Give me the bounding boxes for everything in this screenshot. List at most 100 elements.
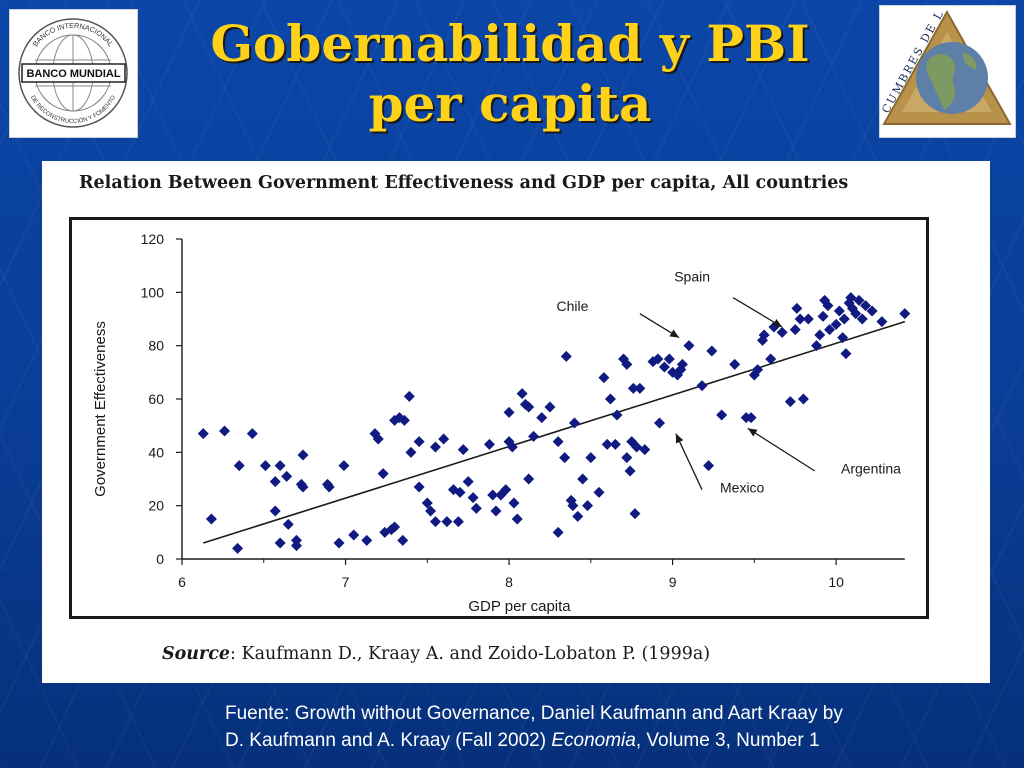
annotation-arrow xyxy=(732,297,783,328)
data-point xyxy=(398,414,410,426)
data-point xyxy=(274,537,286,549)
annotation-label: Argentina xyxy=(841,461,901,477)
data-point xyxy=(413,481,425,493)
y-tick-label: 100 xyxy=(141,284,165,300)
data-point xyxy=(866,305,878,317)
logo-label: BANCO MUNDIAL xyxy=(26,68,120,80)
data-point xyxy=(582,500,594,512)
data-point xyxy=(899,308,911,320)
cumbres-americas-logo: CUMBRES DE LAS AMÉRICAS xyxy=(873,0,1016,138)
data-point xyxy=(845,292,857,304)
data-point xyxy=(611,409,623,421)
footer-line2-post: , Volume 3, Number 1 xyxy=(635,730,820,751)
data-point xyxy=(259,460,271,472)
data-point xyxy=(219,425,231,437)
data-point xyxy=(837,332,849,344)
data-point xyxy=(817,310,829,322)
data-point xyxy=(506,441,518,453)
data-point xyxy=(197,428,209,440)
data-point xyxy=(500,484,512,496)
data-point xyxy=(654,417,666,429)
data-point xyxy=(631,441,643,453)
data-point xyxy=(846,302,858,314)
data-point xyxy=(810,340,822,352)
data-point xyxy=(405,446,417,458)
y-tick-label: 0 xyxy=(156,551,164,567)
data-point xyxy=(567,500,579,512)
data-point xyxy=(503,436,515,448)
data-point xyxy=(802,313,814,325)
annotation-arrowhead xyxy=(747,428,758,437)
data-point xyxy=(703,460,715,472)
data-point xyxy=(487,489,499,501)
data-point xyxy=(745,412,757,424)
data-point xyxy=(438,433,450,445)
data-point xyxy=(706,345,718,357)
data-point xyxy=(372,433,384,445)
data-point xyxy=(819,294,831,306)
data-point xyxy=(297,449,309,461)
data-point xyxy=(559,452,571,464)
data-point xyxy=(205,513,217,525)
source-label: Source xyxy=(162,644,231,664)
data-point xyxy=(634,382,646,394)
data-point xyxy=(528,430,540,442)
data-point xyxy=(282,518,294,530)
data-point xyxy=(729,358,741,370)
annotation-arrowhead xyxy=(669,329,680,338)
data-point xyxy=(333,537,345,549)
slide-title-line2: per capita xyxy=(368,74,652,133)
data-point xyxy=(814,329,826,341)
y-tick-label: 60 xyxy=(148,391,164,407)
data-point xyxy=(490,505,502,517)
data-point xyxy=(233,460,245,472)
data-point xyxy=(604,393,616,405)
data-point xyxy=(454,486,466,498)
data-point xyxy=(274,460,286,472)
data-point xyxy=(676,358,688,370)
data-point xyxy=(323,481,335,493)
annotation-arrowhead xyxy=(772,318,783,327)
data-point xyxy=(393,412,405,424)
data-point xyxy=(425,505,437,517)
data-point xyxy=(523,473,535,485)
data-point xyxy=(552,436,564,448)
banco-mundial-logo: BANCO INTERNACIONAL DE RECONSTRUCCIÓN Y … xyxy=(9,9,138,138)
data-point xyxy=(457,444,469,456)
data-point xyxy=(850,308,862,320)
data-point xyxy=(601,438,613,450)
data-point xyxy=(297,481,309,493)
data-point xyxy=(652,353,664,365)
source-text: : Kaufmann D., Kraay A. and Zoido-Lobato… xyxy=(230,644,711,664)
data-point xyxy=(585,452,597,464)
annotation-label: Chile xyxy=(556,298,588,314)
footer-line2-italic: Economia xyxy=(551,730,636,751)
data-point xyxy=(838,313,850,325)
annotation-arrowhead xyxy=(675,433,684,444)
data-point xyxy=(389,521,401,533)
data-point xyxy=(429,516,441,528)
y-tick-label: 40 xyxy=(148,444,164,460)
x-tick-label: 10 xyxy=(828,574,844,590)
data-point xyxy=(462,476,474,488)
chart-source: Source: Kaufmann D., Kraay A. and Zoido-… xyxy=(162,644,962,664)
y-tick-label: 120 xyxy=(141,231,165,247)
scatter-plot: 0 20 40 60 80 100 120 6 7 8 9 10 GDP per capita Gover… xyxy=(92,231,911,615)
data-point xyxy=(544,401,556,413)
data-point xyxy=(441,516,453,528)
data-point xyxy=(598,372,610,384)
data-point xyxy=(281,470,293,482)
data-point xyxy=(860,300,872,312)
x-axis-label: GDP per capita xyxy=(468,598,571,615)
data-point xyxy=(523,401,535,413)
data-point xyxy=(776,326,788,338)
chart-title: Relation Between Government Effectivenes… xyxy=(79,173,849,193)
data-point xyxy=(639,444,651,456)
data-point xyxy=(403,390,415,402)
data-point xyxy=(552,526,564,538)
data-point xyxy=(822,300,834,312)
data-point xyxy=(830,318,842,330)
data-point xyxy=(536,412,548,424)
data-point xyxy=(560,350,572,362)
data-point xyxy=(246,428,258,440)
